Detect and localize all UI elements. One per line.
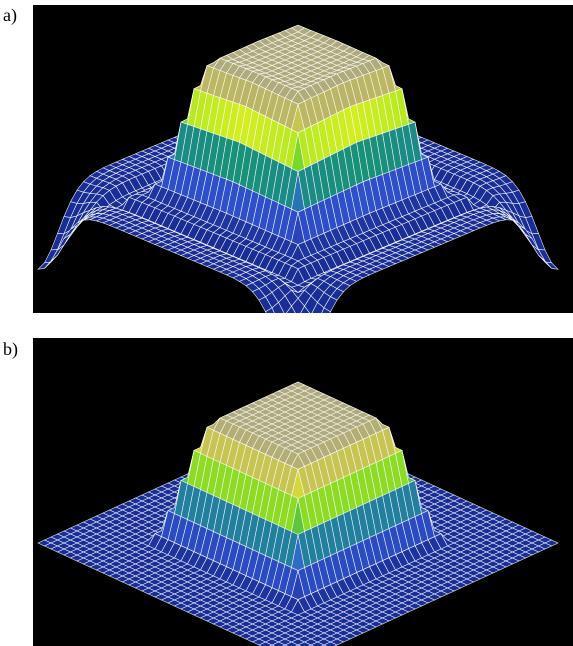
- surface-mesh: [37, 24, 559, 313]
- panel-label-b: b): [3, 339, 18, 359]
- mesh-cell: [321, 307, 331, 313]
- wireframe-surface-b: [37, 381, 559, 646]
- render-panel-a: [33, 5, 573, 313]
- surface-mesh: [37, 381, 559, 646]
- wireframe-surface-a: [37, 24, 559, 313]
- mesh-cell: [265, 307, 275, 313]
- render-panel-b: [33, 338, 573, 646]
- mesh-cell: [323, 641, 338, 646]
- mesh-cell: [300, 305, 310, 313]
- mesh-cell: [286, 305, 296, 313]
- panel-label-a: a): [3, 5, 17, 25]
- mesh-cell: [271, 301, 285, 313]
